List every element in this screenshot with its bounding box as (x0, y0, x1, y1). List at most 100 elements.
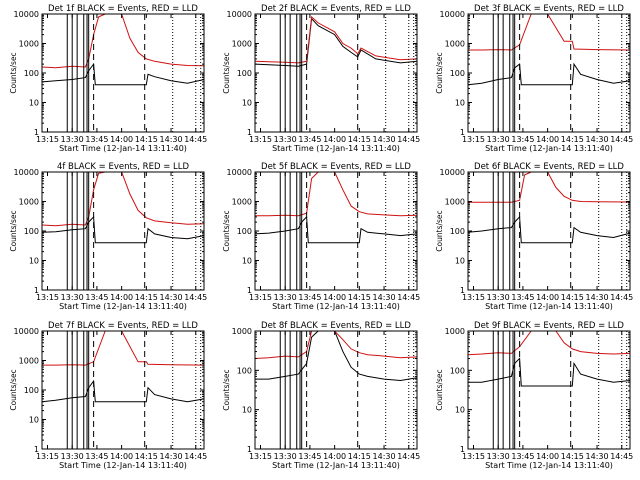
y-tick-label: 1 (247, 286, 252, 295)
x-axis-label: Start Time (12-Jan-14 13:11:40) (59, 144, 187, 153)
x-tick-label: 14:45 (397, 135, 420, 144)
x-tick-label: 14:00 (536, 452, 559, 461)
plot-frame (254, 330, 418, 450)
x-tick-label: 14:45 (184, 293, 207, 302)
x-tick-label: 14:45 (610, 293, 633, 302)
x-tick-label: 14:45 (610, 452, 633, 461)
x-tick-label: 13:30 (274, 452, 297, 461)
x-tick-label: 13:30 (61, 452, 84, 461)
y-axis-label: Counts/sec (435, 210, 444, 251)
x-tick-label: 14:30 (160, 452, 183, 461)
x-tick-label: 14:15 (135, 293, 158, 302)
y-tick-label: 1000 (19, 198, 39, 207)
x-tick-label: 14:15 (561, 293, 584, 302)
y-tick-label: 100 (450, 366, 465, 375)
x-tick-label: 14:30 (586, 452, 609, 461)
x-tick-label: 14:00 (536, 293, 559, 302)
x-tick-label: 14:30 (373, 135, 396, 144)
x-tick-label: 14:15 (135, 452, 158, 461)
x-tick-label: 13:15 (36, 135, 59, 144)
x-tick-label: 14:15 (561, 135, 584, 144)
plot-frame (41, 171, 205, 291)
x-tick-label: 13:45 (511, 293, 534, 302)
panel-title: Det 2f BLACK = Events, RED = LLD (261, 4, 411, 14)
y-tick-label: 10 (455, 257, 465, 266)
y-tick-label: 100 (24, 69, 39, 78)
plot-frame (467, 330, 631, 450)
y-tick-label: 1000 (232, 327, 252, 336)
panel-title: Det 9f BLACK = Events, RED = LLD (474, 321, 624, 331)
y-axis-label: Counts/sec (435, 52, 444, 93)
y-tick-label: 10000 (440, 10, 465, 19)
series-lld-line (255, 171, 418, 217)
x-tick-label: 14:45 (184, 452, 207, 461)
y-tick-label: 1 (460, 445, 465, 454)
x-tick-label: 13:15 (462, 452, 485, 461)
plot-frame (254, 171, 418, 291)
x-tick-label: 13:30 (487, 135, 510, 144)
x-tick-label: 13:45 (85, 293, 108, 302)
x-tick-label: 13:15 (462, 135, 485, 144)
panel-4: 4f BLACK = Events, RED = LLD 1 10 100 1000 10… (9, 162, 207, 311)
y-tick-label: 1000 (445, 40, 465, 49)
x-tick-label: 14:30 (160, 293, 183, 302)
x-tick-label: 14:30 (586, 293, 609, 302)
series-lld-line (41, 13, 205, 69)
series-lld-line (468, 171, 631, 203)
panel-2: Det 2f BLACK = Events, RED = LLD 1 10 100 10… (222, 4, 420, 153)
series-events-line (41, 62, 205, 86)
y-tick-label: 1000 (19, 357, 39, 366)
y-tick-label: 10 (242, 406, 252, 415)
x-tick-label: 14:45 (397, 293, 420, 302)
y-tick-label: 100 (237, 227, 252, 236)
y-axis-label: Counts/sec (9, 369, 18, 410)
y-tick-label: 10 (242, 99, 252, 108)
panel-9: Det 9f BLACK = Events, RED = LLD 1 10 100 10… (435, 321, 633, 470)
x-axis-label: Start Time (12-Jan-14 13:11:40) (485, 302, 613, 311)
series-events-line (41, 215, 205, 244)
panel-7: Det 7f BLACK = Events, RED = LLD 1 10 100 10… (9, 321, 207, 470)
x-tick-label: 13:30 (274, 293, 297, 302)
y-axis-label: Counts/sec (9, 210, 18, 251)
y-tick-label: 100 (237, 69, 252, 78)
panel-8: Det 8f BLACK = Events, RED = LLD 1 10 100 10… (222, 321, 420, 470)
panel-5: Det 5f BLACK = Events, RED = LLD 1 10 100 10… (222, 162, 420, 311)
x-tick-label: 14:00 (323, 452, 346, 461)
y-tick-label: 1000 (232, 40, 252, 49)
y-tick-label: 100 (24, 227, 39, 236)
x-tick-label: 14:30 (373, 293, 396, 302)
x-tick-label: 14:00 (536, 135, 559, 144)
x-tick-label: 14:15 (348, 452, 371, 461)
series-lld-line (468, 13, 631, 51)
y-tick-label: 10 (29, 99, 39, 108)
y-tick-label: 10 (455, 406, 465, 415)
y-tick-label: 1000 (445, 198, 465, 207)
x-axis-label: Start Time (12-Jan-14 13:11:40) (272, 461, 400, 470)
y-tick-label: 100 (237, 366, 252, 375)
x-tick-label: 14:45 (184, 135, 207, 144)
series-events-line (468, 357, 631, 387)
series-events-line (467, 62, 631, 86)
y-tick-label: 10000 (440, 168, 465, 177)
y-tick-label: 1 (460, 286, 465, 295)
series-events-line (255, 330, 418, 382)
y-tick-label: 10 (455, 99, 465, 108)
y-tick-label: 1000 (19, 40, 39, 49)
plot-frame (41, 330, 205, 450)
x-tick-label: 14:15 (561, 452, 584, 461)
y-tick-label: 100 (24, 386, 39, 395)
y-tick-label: 1 (34, 128, 39, 137)
x-axis-label: Start Time (12-Jan-14 13:11:40) (59, 302, 187, 311)
x-tick-label: 13:30 (274, 135, 297, 144)
x-tick-label: 14:15 (135, 135, 158, 144)
x-tick-label: 13:15 (36, 293, 59, 302)
panel-1: Det 1f BLACK = Events, RED = LLD 1 10 100 10… (9, 4, 207, 153)
x-axis-label: Start Time (12-Jan-14 13:11:40) (485, 144, 613, 153)
y-tick-label: 1000 (232, 198, 252, 207)
y-tick-label: 10000 (227, 168, 252, 177)
y-tick-label: 10 (29, 416, 39, 425)
x-tick-label: 14:00 (110, 293, 133, 302)
x-tick-label: 14:00 (110, 135, 133, 144)
x-tick-label: 13:30 (61, 293, 84, 302)
x-tick-label: 13:45 (85, 135, 108, 144)
